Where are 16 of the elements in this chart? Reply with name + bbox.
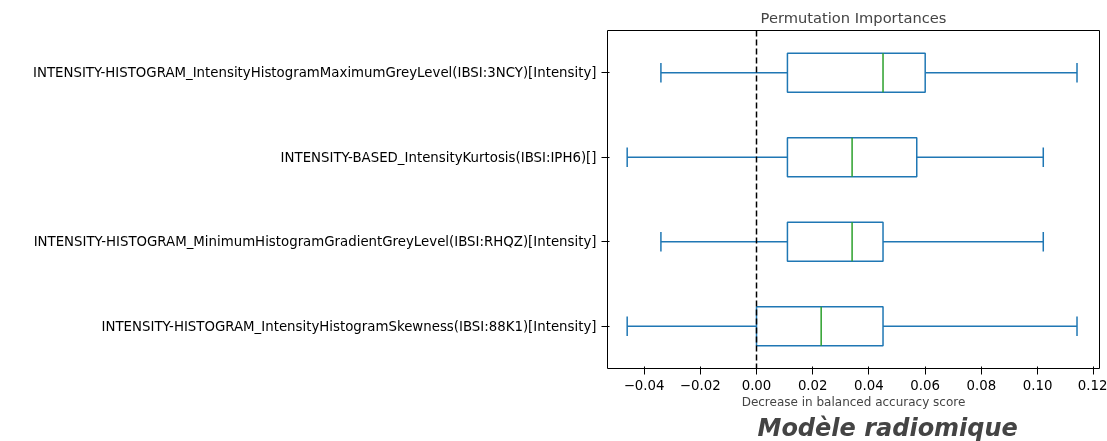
text: Modèle radiomique [757,413,1018,441]
x-tick-label: −0.02 [679,377,721,393]
y-tick-label: INTENSITY-BASED_IntensityKurtosis(IBSI:IPH6)[] [280,149,597,165]
y-tick-label: INTENSITY-HISTOGRAM_MinimumHistogramGradientGreyLevel(IBSI:RHQZ)[Intensity] [33,234,597,250]
x-tick-label: −0.04 [623,377,665,393]
x-tick-label: 0.02 [797,377,828,393]
x-tick-label: 0.06 [910,377,941,393]
x-tick-label: 0.12 [1077,377,1107,393]
y-tick-label: INTENSITY-HISTOGRAM_IntensityHistogramMaximumGreyLevel(IBSI:3NCY)[Intensity] [32,65,597,81]
y-tick-label: INTENSITY-HISTOGRAM_IntensityHistogramSkewness(IBSI:88K1)[Intensity] [101,318,597,334]
x-axis-title: Decrease in balanced accuracy score [741,394,966,409]
chart-title: Permutation Importances [760,8,947,26]
x-tick-label: 0.04 [854,377,884,393]
x-tick-label: 0.08 [966,377,997,393]
x-tick-label: 0.10 [1022,377,1053,393]
x-tick-label: 0.00 [741,377,772,393]
